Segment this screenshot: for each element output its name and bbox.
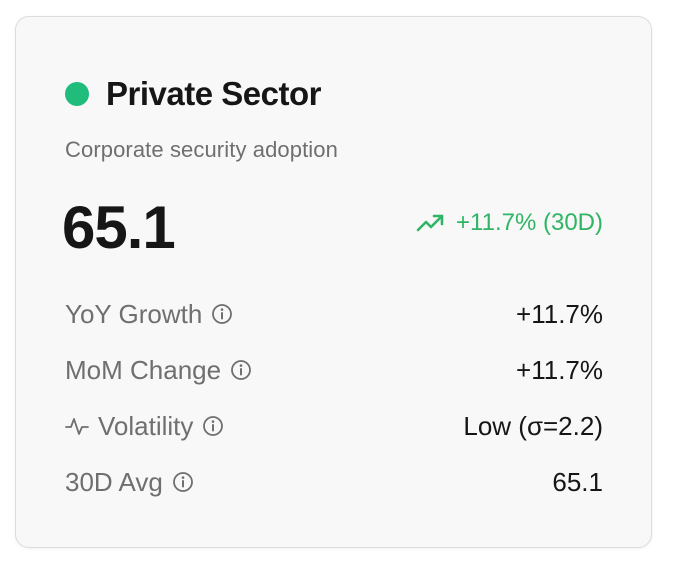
status-dot bbox=[65, 82, 89, 106]
card-title: Private Sector bbox=[106, 75, 321, 112]
card-header: Private Sector bbox=[65, 75, 321, 113]
metric-label-group: Volatility bbox=[65, 411, 224, 442]
info-icon[interactable] bbox=[202, 415, 224, 437]
metric-label-group: MoM Change bbox=[65, 355, 252, 386]
metric-row-mom: MoM Change +11.7% bbox=[65, 353, 603, 387]
trending-up-icon bbox=[416, 214, 444, 232]
metric-value: +11.7% bbox=[516, 298, 603, 329]
metric-row-yoy: YoY Growth +11.7% bbox=[65, 297, 603, 331]
activity-icon bbox=[65, 415, 89, 437]
metric-label-group: YoY Growth bbox=[65, 299, 233, 330]
change-text: +11.7% (30D) bbox=[456, 209, 603, 236]
metric-value: 65.1 bbox=[552, 466, 603, 497]
info-icon[interactable] bbox=[230, 359, 252, 381]
main-value: 65.1 bbox=[62, 194, 176, 261]
metric-value: +11.7% bbox=[516, 354, 603, 385]
metric-label-group: 30D Avg bbox=[65, 467, 194, 498]
change-indicator: +11.7% (30D) bbox=[416, 209, 603, 237]
metric-label: YoY Growth bbox=[65, 298, 203, 329]
card-subtitle: Corporate security adoption bbox=[65, 137, 338, 162]
metric-row-30d-avg: 30D Avg 65.1 bbox=[65, 465, 603, 499]
metric-label: 30D Avg bbox=[65, 466, 163, 497]
info-icon[interactable] bbox=[211, 303, 233, 325]
metric-value: Low (σ=2.2) bbox=[463, 410, 603, 441]
metric-card: Private Sector Corporate security adopti… bbox=[15, 16, 652, 548]
metric-row-volatility: Volatility Low (σ=2.2) bbox=[65, 409, 603, 443]
info-icon[interactable] bbox=[172, 471, 194, 493]
metric-label: Volatility bbox=[98, 410, 194, 441]
metric-label: MoM Change bbox=[65, 354, 222, 385]
